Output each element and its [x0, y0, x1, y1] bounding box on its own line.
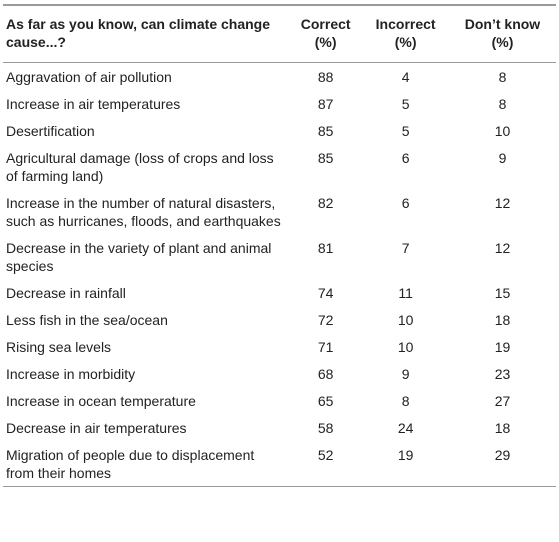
row-label: Increase in ocean temperature	[6, 392, 196, 409]
row-label: Decrease in air temperatures	[6, 419, 187, 436]
row-label: Increase in morbidity	[6, 365, 136, 382]
cell-value: 68	[317, 365, 334, 382]
cell-value: 65	[317, 392, 334, 409]
cell-value: 29	[448, 441, 556, 487]
row-label: Decrease in the variety of plant and ani…	[6, 239, 272, 274]
cell-value: 58	[317, 419, 334, 436]
cell-value: 24	[397, 419, 414, 436]
column-header: Don’t know (%)	[448, 4, 556, 63]
column-header: Incorrect (%)	[362, 4, 449, 63]
column-header: Correct (%)	[289, 4, 363, 63]
cell-value: 6	[401, 149, 410, 166]
cell-value: 87	[317, 95, 334, 112]
cell-value: 85	[317, 122, 334, 139]
column-header: As far as you know, can climate change c…	[3, 4, 289, 63]
cell-value: 52	[289, 441, 363, 487]
header-row: As far as you know, can climate change c…	[3, 4, 556, 63]
table-row: Increase in air temperatures 87 5 8	[3, 90, 556, 117]
cell-value: 15	[494, 284, 511, 301]
row-label: Agricultural damage (loss of crops and l…	[6, 149, 274, 184]
row-label: Decrease in rainfall	[6, 284, 126, 301]
cell-value: 12	[494, 239, 511, 256]
cell-value: 4	[401, 68, 410, 85]
cell-value: 19	[494, 338, 511, 355]
row-label: Increase in the number of natural disast…	[6, 194, 281, 229]
row-label: Increase in air temperatures	[6, 95, 181, 112]
table-row: Increase in morbidity 68 9 23	[3, 360, 556, 387]
cell-value: 10	[397, 311, 414, 328]
cell-value: 6	[401, 194, 410, 211]
cell-value: 8	[401, 392, 410, 409]
cell-value: 23	[494, 365, 511, 382]
table-row: Desertification 85 5 10	[3, 117, 556, 144]
cell-value: 74	[317, 284, 334, 301]
table-row: Decrease in the variety of plant and ani…	[3, 234, 556, 279]
page: As far as you know, can climate change c…	[0, 4, 559, 542]
cell-value: 9	[498, 149, 507, 166]
cell-value: 85	[317, 149, 334, 166]
cell-value: 5	[401, 95, 410, 112]
cell-value: 12	[494, 194, 511, 211]
cell-value: 10	[397, 338, 414, 355]
table-row: Less fish in the sea/ocean 72 10 18	[3, 306, 556, 333]
row-label: Migration of people due to displacement …	[3, 441, 289, 487]
table-row: Agricultural damage (loss of crops and l…	[3, 144, 556, 189]
cell-value: 19	[362, 441, 449, 487]
table-row: Aggravation of air pollution 88 4 8	[3, 63, 556, 91]
cell-value: 88	[317, 68, 334, 85]
results-table: As far as you know, can climate change c…	[3, 4, 556, 487]
cell-value: 8	[498, 68, 507, 85]
row-label: Less fish in the sea/ocean	[6, 311, 168, 328]
table-row: Decrease in air temperatures 58 24 18	[3, 414, 556, 441]
cell-value: 9	[401, 365, 410, 382]
cell-value: 82	[317, 194, 334, 211]
row-label: Aggravation of air pollution	[6, 68, 172, 85]
cell-value: 18	[494, 419, 511, 436]
table-row: Migration of people due to displacement …	[3, 441, 556, 487]
table-header: As far as you know, can climate change c…	[3, 4, 556, 63]
cell-value: 18	[494, 311, 511, 328]
table-row: Increase in ocean temperature 65 8 27	[3, 387, 556, 414]
cell-value: 7	[401, 239, 410, 256]
cell-value: 5	[401, 122, 410, 139]
cell-value: 10	[494, 122, 511, 139]
cell-value: 27	[494, 392, 511, 409]
table-row: Decrease in rainfall 74 11 15	[3, 279, 556, 306]
row-label: Desertification	[6, 122, 95, 139]
table-body: Aggravation of air pollution 88 4 8 Increase…	[3, 63, 556, 487]
cell-value: 81	[317, 239, 334, 256]
table-row: Increase in the number of natural disast…	[3, 189, 556, 234]
cell-value: 8	[498, 95, 507, 112]
cell-value: 71	[317, 338, 334, 355]
table-row: Rising sea levels 71 10 19	[3, 333, 556, 360]
row-label: Rising sea levels	[6, 338, 112, 355]
cell-value: 11	[398, 284, 413, 301]
cell-value: 72	[317, 311, 334, 328]
